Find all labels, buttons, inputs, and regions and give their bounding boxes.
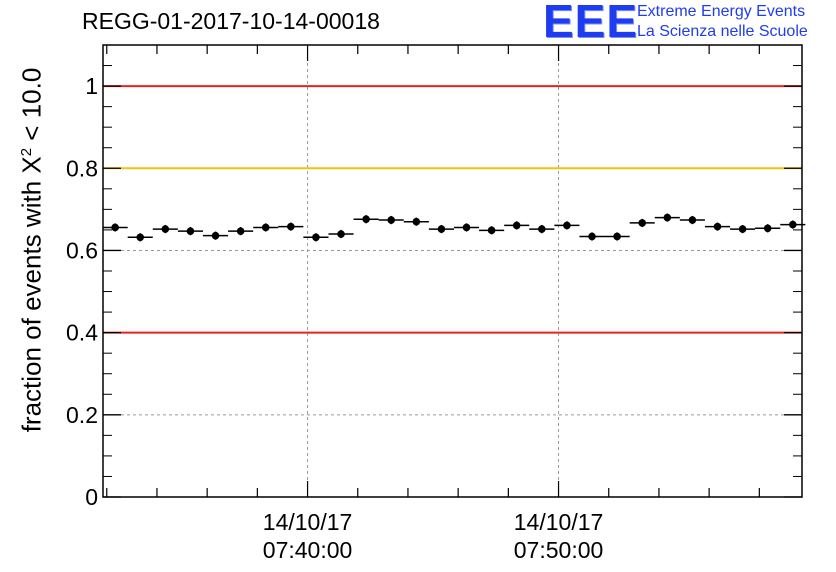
data-point (462, 223, 471, 232)
x-tick-label-time: 07:40:00 (263, 537, 353, 563)
data-point (337, 230, 345, 238)
data-point (713, 222, 722, 231)
data-point (487, 226, 496, 235)
data-point (186, 227, 195, 235)
data-point (412, 217, 421, 226)
x-tick-label-time: 07:50:00 (514, 537, 604, 563)
chart-title: REGG-01-2017-10-14-00018 (82, 8, 380, 34)
data-point (538, 225, 546, 233)
data-point (312, 233, 320, 242)
data-point (613, 232, 621, 241)
plot-frame (102, 44, 803, 498)
data-point (788, 220, 797, 229)
data-point (111, 223, 119, 232)
data-point (161, 225, 170, 233)
data-point (211, 231, 220, 240)
data-point (638, 219, 647, 227)
data-point (563, 221, 571, 230)
data-point (763, 224, 772, 233)
x-tick-label-date: 14/10/17 (263, 509, 353, 535)
logo-mark: EEE (543, 0, 639, 47)
data-point (261, 223, 270, 232)
y-tick-label: 0.6 (66, 237, 98, 263)
y-tick-label: 0.2 (66, 402, 98, 428)
logo-line-1: Extreme Energy Events (637, 3, 806, 20)
data-point (688, 216, 697, 224)
y-tick-label: 0.8 (66, 155, 98, 181)
data-point (663, 213, 672, 222)
logo-line-2: La Scienza nelle Scuole (637, 23, 808, 40)
data-point (437, 225, 446, 233)
data-point (387, 216, 396, 224)
data-point (588, 232, 596, 241)
y-tick-label: 0 (85, 484, 98, 510)
y-tick-label: 0.4 (66, 320, 98, 346)
data-point (362, 215, 370, 224)
data-point (287, 222, 295, 231)
data-point (512, 221, 521, 230)
eee-logo: EEE Extreme Energy Events La Scienza nel… (543, 0, 833, 47)
y-tick-label: 1 (85, 73, 98, 99)
data-point (738, 225, 747, 233)
data-point (236, 227, 245, 235)
x-tick-label-date: 14/10/17 (514, 509, 604, 535)
data-point (136, 233, 145, 242)
